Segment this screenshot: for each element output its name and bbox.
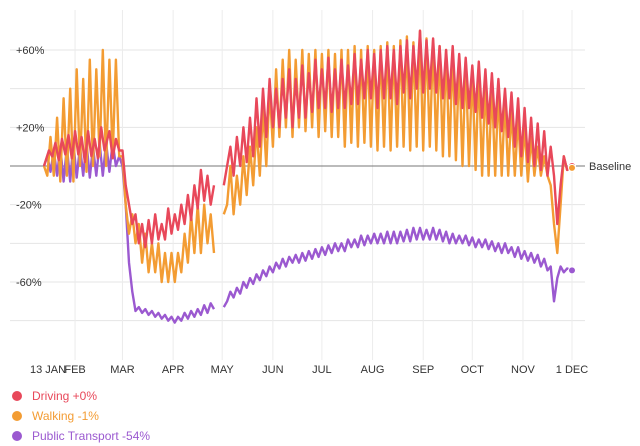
x-tick-label: 1 DEC — [556, 364, 588, 376]
chart-markers — [568, 162, 576, 275]
x-tick-label: JUN — [262, 364, 283, 376]
x-tick-label: 13 JAN — [30, 364, 66, 376]
chart-series — [42, 29, 573, 324]
y-tick-label: -20% — [16, 200, 42, 212]
series-line — [222, 29, 573, 226]
x-tick-label: MAR — [110, 364, 135, 376]
legend-item-public-transport[interactable]: Public Transport -54% — [12, 426, 150, 446]
y-axis-labels: +60% +20% -20% -60% — [16, 45, 45, 289]
walking-dot-icon — [12, 411, 22, 421]
legend-item-walking[interactable]: Walking -1% — [12, 406, 150, 426]
legend-label-driving: Driving +0% — [32, 389, 98, 403]
chart-legend: Driving +0% Walking -1% Public Transport… — [12, 386, 150, 446]
public-transport-dot-icon — [12, 431, 22, 441]
driving-dot-icon — [12, 391, 22, 401]
x-tick-label: MAY — [211, 364, 235, 376]
x-tick-label: OCT — [461, 364, 485, 376]
x-tick-label: FEB — [64, 364, 85, 376]
legend-item-driving[interactable]: Driving +0% — [12, 386, 150, 406]
y-tick-label: -60% — [16, 277, 42, 289]
series-line — [42, 126, 216, 249]
series-end-point — [568, 266, 576, 275]
x-tick-label: SEP — [412, 364, 434, 376]
legend-label-walking: Walking -1% — [32, 409, 99, 423]
chart-grid — [10, 10, 585, 360]
baseline-label: Baseline — [589, 161, 631, 173]
y-tick-label: +60% — [16, 45, 45, 57]
x-tick-label: JUL — [312, 364, 332, 376]
y-tick-label: +20% — [16, 122, 45, 134]
x-tick-label: AUG — [361, 364, 385, 376]
x-tick-label: APR — [162, 364, 185, 376]
series-line — [222, 226, 573, 308]
x-tick-label: NOV — [511, 364, 536, 376]
series-end-point — [568, 163, 576, 172]
legend-label-public-transport: Public Transport -54% — [32, 429, 151, 443]
